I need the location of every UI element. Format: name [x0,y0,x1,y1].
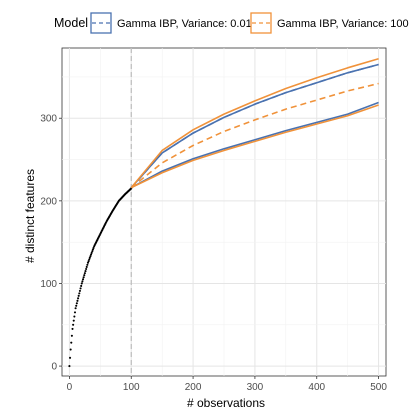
observed-point [80,284,83,287]
observed-point [74,307,77,310]
y-axis-ticks: 0 100 200 300 [40,114,62,373]
observed-point [71,327,74,330]
observed-point [68,365,71,368]
legend-entry-1: Gamma IBP, Variance: 100 [250,12,409,34]
series-lines [130,57,379,189]
observed-point [90,251,93,254]
series-line-2 [130,101,379,189]
observed-point [86,261,90,264]
observed-point [72,319,75,322]
observed-point [88,256,91,259]
observed-point [70,334,73,337]
observed-point [82,276,85,279]
legend-label-1: Gamma IBP, Variance: 100 [277,18,409,30]
x-axis-title: # observations [187,396,265,410]
y-axis-title: # distinct features [23,169,37,263]
observed-point [68,356,72,359]
observed-point [75,304,78,307]
series-line-4 [130,57,379,189]
observed-point [84,270,87,273]
observed-point [75,302,78,305]
observed-point [69,348,72,351]
observed-point [76,299,79,302]
observed-point [78,292,81,295]
observed-point [90,253,93,256]
observed-point [79,287,82,290]
observed-point [73,311,77,314]
observed-point [72,323,75,326]
y-tick-label: 200 [40,196,57,207]
y-tick-label: 0 [51,362,57,373]
series-line-5 [130,104,379,189]
observed-point [77,294,80,297]
observed-point [73,315,76,318]
observed-point [77,297,80,300]
observed-point [91,248,94,251]
observed-point [81,280,84,283]
observed-point [91,250,94,253]
observed-point [70,341,73,344]
y-tick-label: 100 [40,279,57,290]
legend-key-0 [90,12,112,34]
observed-point [80,282,83,285]
legend: Model Gamma IBP, Variance: 0.01 Gamma IB… [54,12,409,34]
observed-point [86,263,89,266]
legend-key-1 [250,12,272,34]
legend-entry-0: Gamma IBP, Variance: 0.01 [90,12,252,34]
observed-point [83,274,86,277]
legend-label-0: Gamma IBP, Variance: 0.01 [117,18,252,30]
x-tick-label: 100 [123,382,140,393]
observed-point [89,255,92,258]
series-line-3 [130,82,379,189]
gridlines [62,48,386,376]
legend-title: Model [54,16,88,30]
observed-point [88,258,91,261]
series-line-1 [130,63,379,189]
x-tick-label: 200 [185,382,202,393]
observed-point [85,267,88,271]
y-tick-label: 300 [40,114,57,125]
observed-point [78,289,81,292]
x-tick-label: 300 [247,382,264,393]
x-tick-label: 500 [370,382,387,393]
x-tick-label: 400 [308,382,325,393]
x-axis-ticks: 0 100 200 300 400 500 [67,376,387,393]
observed-points [68,187,133,368]
observed-point [81,278,85,281]
observed-point [92,246,95,249]
observed-point [83,272,86,275]
observed-point [85,265,88,268]
observed-point [87,260,90,263]
x-tick-label: 0 [67,382,73,393]
